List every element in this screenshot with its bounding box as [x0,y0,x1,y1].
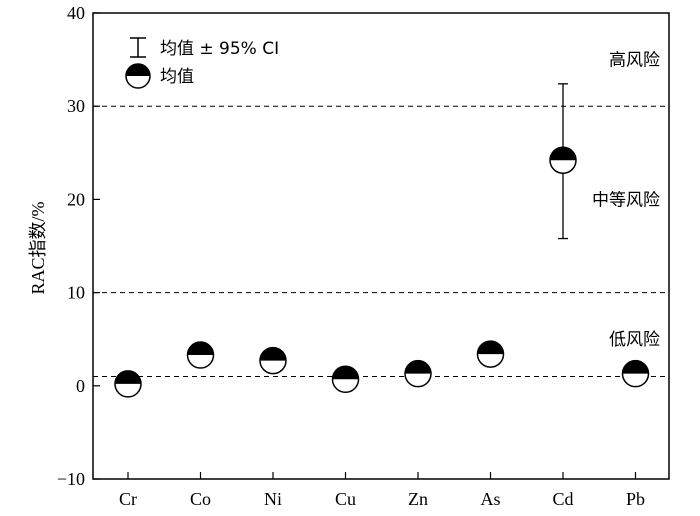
data-point-Cr [114,370,142,398]
y-tick-label: 40 [67,3,85,23]
data-point-Co [186,341,215,369]
marker-top-half [477,341,504,355]
marker-outline [259,346,287,375]
axis-layer: −10 0 10 20 30 40 Cr Co Ni Cu Zn As Cd Pb [57,3,670,509]
marker-outline [114,370,142,398]
y-tick-label: 0 [76,376,85,396]
marker-top-half [187,342,214,356]
x-tick-label: Cu [335,489,356,509]
plot-layer: 低风险 中等风险 高风险 [93,51,669,398]
y-axis-title: RAC指数/% [28,201,48,294]
marker-outline [331,365,360,394]
data-point-Ni [259,346,287,375]
x-tick-label: Pb [626,489,645,509]
x-tick-label: Cd [552,489,573,509]
marker-top-half [260,347,286,361]
y-tick-label: 20 [67,189,85,209]
plot-frame [92,12,670,480]
data-point-Cd [549,83,577,240]
marker-top-half [115,370,141,384]
data-point-Zn [404,359,432,388]
x-tick-label: As [480,489,500,509]
zone-label-2: 高风险 [609,51,660,71]
data-point-Cu [331,365,360,394]
marker-top-half [622,360,649,374]
data-point-Pb [621,359,650,388]
zone-label-0: 低风险 [609,330,660,350]
marker-top-half [405,360,431,374]
marker-outline [549,146,577,175]
legend: 均值 ± 95% CI 均值 [125,37,279,89]
x-tick-label: Co [190,489,211,509]
y-tick-label: −10 [57,469,85,489]
marker-outline [186,341,215,369]
y-tick-label: 10 [67,283,85,303]
marker-top-half [550,147,576,161]
y-tick-label: 30 [67,96,85,116]
legend-label-mean-ci: 均值 ± 95% CI [160,39,279,59]
legend-label-mean: 均值 [160,67,194,87]
marker-outline [476,340,505,368]
marker-top-half [332,366,359,380]
marker-outline [404,359,432,388]
marker-outline [621,359,650,388]
x-tick-label: Ni [264,489,282,509]
x-tick-label: Zn [408,489,428,509]
x-tick-label: Cr [119,489,137,509]
zone-label-1: 中等风险 [592,190,660,210]
data-point-As [476,340,505,368]
legend-errorbar-symbol [130,37,146,58]
legend-mean-symbol [125,63,151,89]
